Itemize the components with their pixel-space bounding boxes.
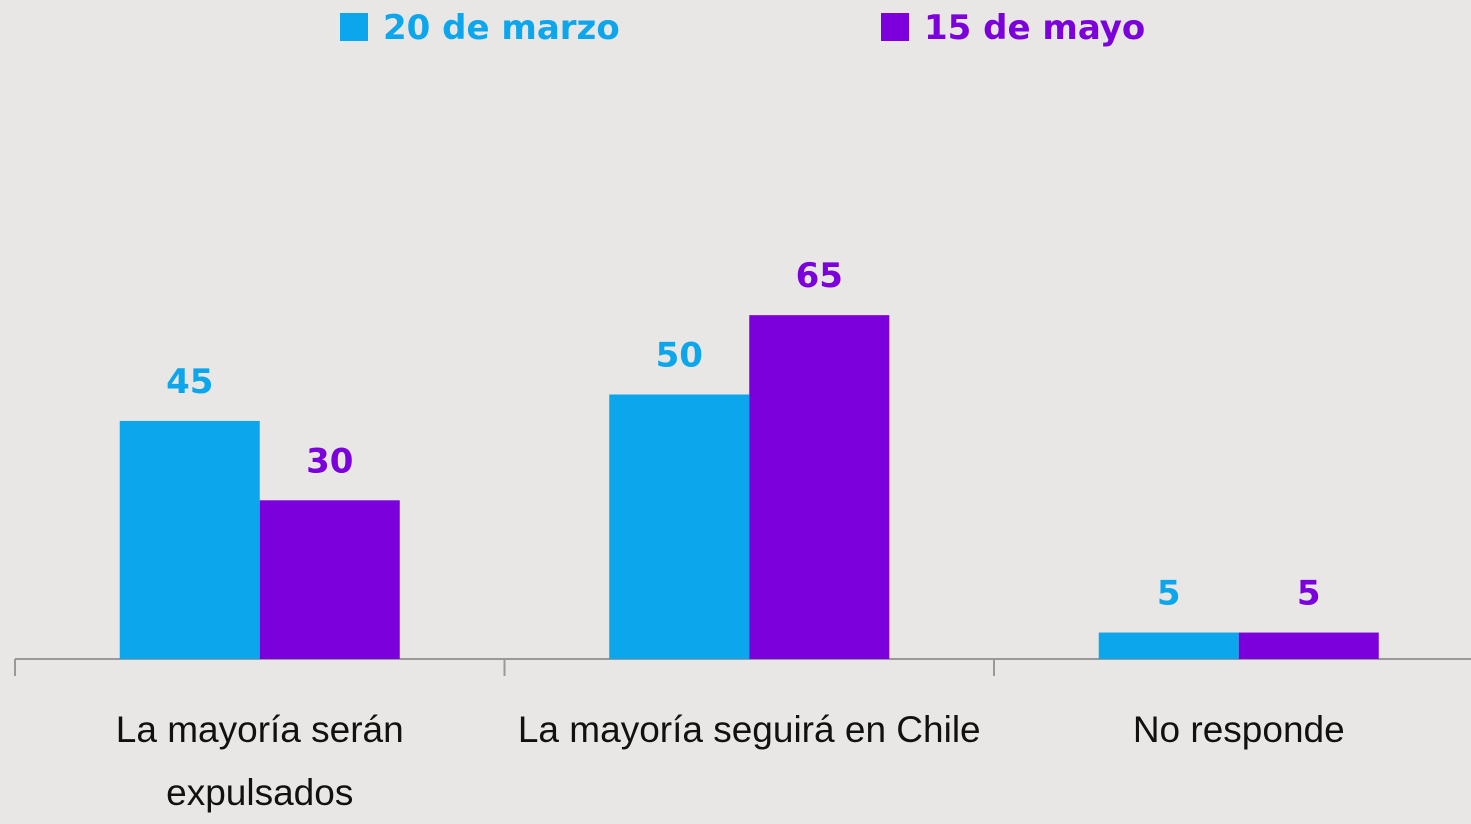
bar: [749, 315, 890, 659]
legend-swatch: [881, 13, 909, 41]
bar: [609, 394, 750, 659]
data-label: 30: [306, 441, 353, 481]
bar: [1238, 632, 1379, 659]
category-label: No responde: [1132, 709, 1345, 750]
data-label: 50: [656, 336, 703, 376]
bar: [1098, 632, 1239, 659]
legend-label: 15 de mayo: [924, 8, 1145, 48]
category-label: La mayoría serán expulsados: [115, 709, 404, 813]
data-label: 5: [1157, 574, 1181, 614]
data-label: 45: [166, 362, 213, 402]
legend-swatch: [340, 13, 368, 41]
category-label: La mayoría seguirá en Chile: [517, 709, 981, 750]
legend-label: 20 de marzo: [383, 8, 620, 48]
data-label: 65: [796, 256, 843, 296]
data-label: 5: [1297, 574, 1321, 614]
bar: [259, 500, 400, 659]
bar: [119, 420, 260, 659]
